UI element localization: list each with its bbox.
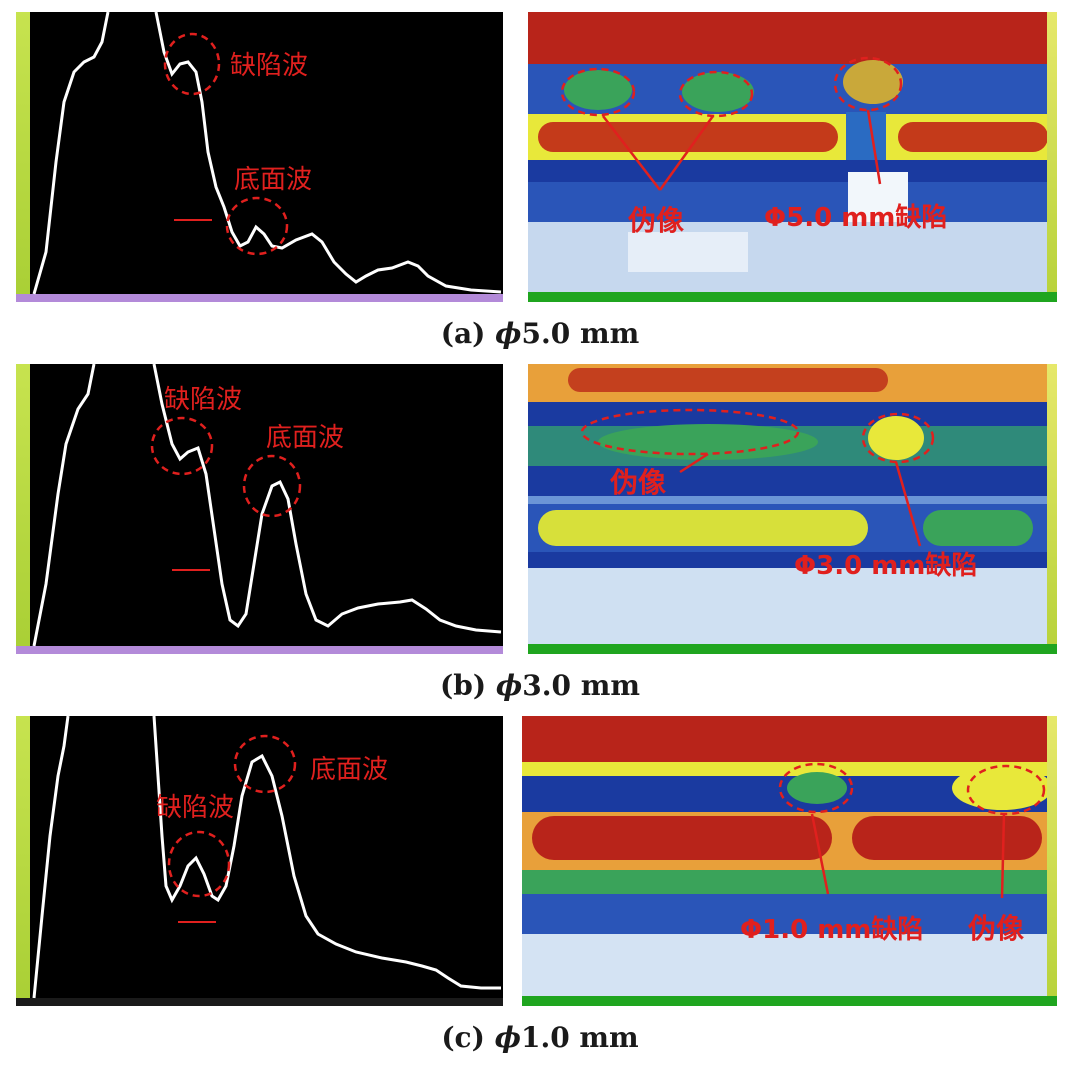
bottom-echo-circle: [242, 454, 302, 518]
time-ruler: [16, 294, 503, 302]
amplitude-ruler: [16, 12, 30, 302]
defect-label: Φ5.0 mm缺陷: [764, 203, 947, 233]
depth-ruler: [1047, 716, 1057, 1006]
defect-label: Φ1.0 mm缺陷: [740, 915, 923, 945]
ascan-panel-a: 缺陷波 底面波: [16, 12, 503, 302]
scan-axis-ruler: [522, 996, 1057, 1006]
bscan-image-c: Φ1.0 mm缺陷 伪像: [522, 716, 1057, 1006]
bscan-image-b: 伪像 Φ3.0 mm缺陷: [528, 364, 1057, 654]
amplitude-ruler: [16, 716, 30, 1006]
scan-axis-ruler: [528, 644, 1057, 654]
time-ruler: [16, 646, 503, 654]
caption-c: (c) ϕ1.0 mm: [441, 1021, 639, 1054]
defect-echo-circle: [167, 830, 231, 898]
bottom-echo-label: 底面波: [266, 423, 344, 453]
defect-echo-circle: [150, 416, 214, 476]
time-ruler: [16, 998, 503, 1006]
bscan-panel-a: 伪像 Φ5.0 mm缺陷: [528, 12, 1057, 302]
bottom-echo-circle: [233, 734, 297, 794]
ascan-waveform-c: 缺陷波 底面波: [32, 716, 501, 999]
depth-ruler: [1047, 12, 1057, 302]
defect-label: Φ3.0 mm缺陷: [794, 551, 977, 581]
bottom-echo-label: 底面波: [234, 165, 312, 195]
caption-a: (a) ϕ5.0 mm: [440, 317, 640, 350]
scan-axis-ruler: [528, 292, 1057, 302]
ascan-panel-b: 缺陷波 底面波: [16, 364, 503, 654]
amplitude-ruler: [16, 364, 30, 654]
bscan-image-a: 伪像 Φ5.0 mm缺陷: [528, 12, 1057, 302]
defect-echo-circle: [163, 32, 221, 96]
bscan-panel-c: Φ1.0 mm缺陷 伪像: [522, 716, 1057, 1006]
ascan-panel-c: 缺陷波 底面波: [16, 716, 503, 1006]
artifact-label: 伪像: [610, 466, 667, 499]
bottom-echo-label: 底面波: [310, 755, 388, 785]
ascan-waveform-a: 缺陷波 底面波: [32, 12, 502, 295]
defect-echo-label: 缺陷波: [156, 793, 234, 823]
bscan-panel-b: 伪像 Φ3.0 mm缺陷: [528, 364, 1057, 654]
bottom-echo-circle: [225, 196, 289, 256]
caption-b: (b) ϕ3.0 mm: [440, 669, 640, 702]
artifact-label: 伪像: [968, 912, 1025, 945]
defect-echo-label: 缺陷波: [230, 51, 308, 81]
defect-echo-label: 缺陷波: [164, 385, 242, 415]
depth-ruler: [1047, 364, 1057, 654]
ascan-waveform-b: 缺陷波 底面波: [32, 364, 502, 647]
artifact-label: 伪像: [628, 204, 685, 237]
